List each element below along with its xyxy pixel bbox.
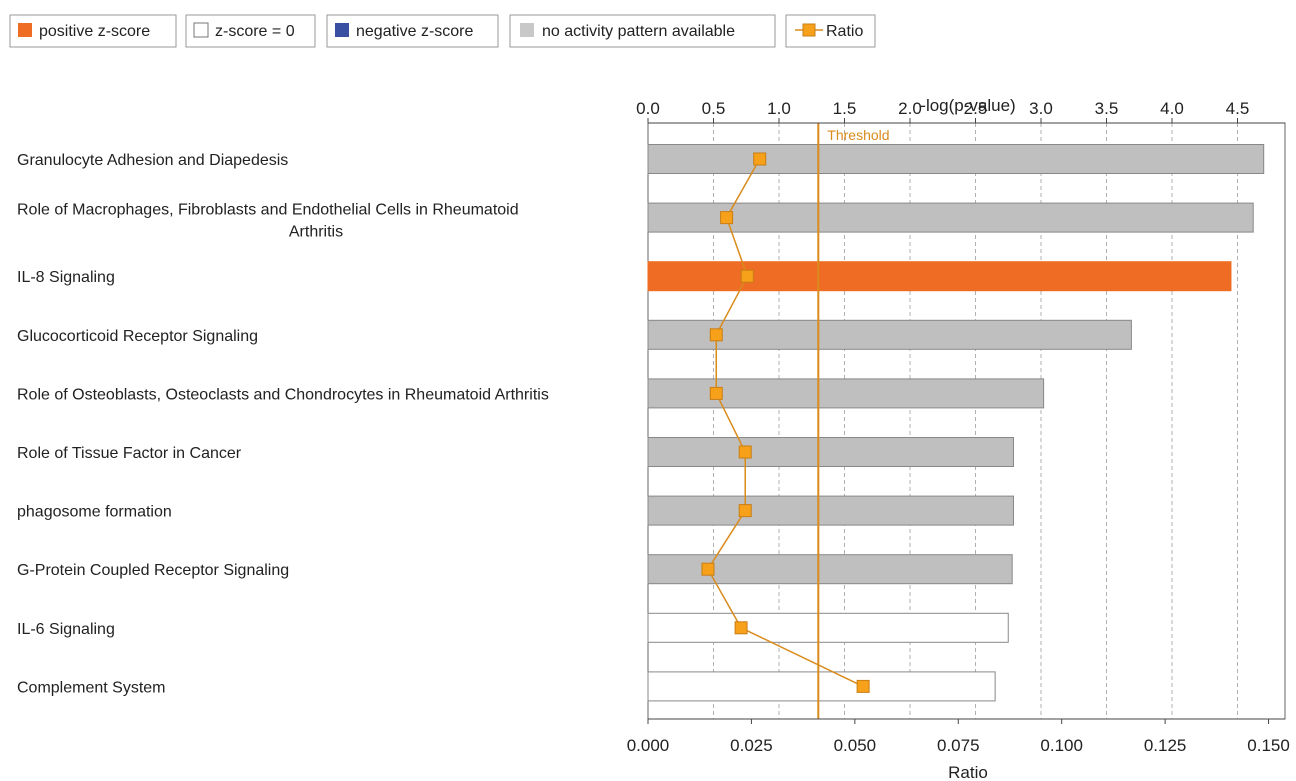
ratio-line xyxy=(707,158,864,688)
category-label: Role of Osteoblasts, Osteoclasts and Cho… xyxy=(17,386,549,403)
legend-swatch-zero xyxy=(193,22,209,38)
legend-ratio-marker xyxy=(802,23,816,37)
bottom-axis-title: Ratio xyxy=(948,763,988,781)
ratio-point xyxy=(738,445,752,459)
bars xyxy=(647,144,1265,702)
plot-area: Threshold xyxy=(647,122,1286,720)
top-axis-tick-label: 1.5 xyxy=(833,99,857,118)
legend-box xyxy=(9,14,177,48)
legend-box xyxy=(509,14,776,48)
legend-item-zero: z-score = 0 xyxy=(185,14,316,48)
bottom-axis-tick-label: 0.125 xyxy=(1144,736,1187,755)
bar xyxy=(647,202,1254,233)
bottom-axis-tick-label: 0.150 xyxy=(1247,736,1290,755)
bottom-axis-tick-label: 0.050 xyxy=(834,736,877,755)
ratio-series xyxy=(701,152,870,693)
top-axis-tick-label: 3.5 xyxy=(1095,99,1119,118)
top-axis: 0.0 0.5 1.0 1.5 2.0 2.5 3.0 3.5 4.0 4.5 xyxy=(636,99,1285,124)
bottom-axis-tick-label: 0.100 xyxy=(1040,736,1083,755)
bottom-axis-tick-label: 0.025 xyxy=(730,736,773,755)
category-label: Role of Macrophages, Fibroblasts and End… xyxy=(17,202,519,219)
category-label: Role of Tissue Factor in Cancer xyxy=(17,445,242,462)
ratio-point xyxy=(856,679,870,693)
bottom-axis-tick-label: 0.000 xyxy=(627,736,670,755)
legend-swatch-no-activity xyxy=(520,23,534,37)
ratio-point xyxy=(738,504,752,518)
legend-label: positive z-score xyxy=(39,23,150,40)
legend-item-no-activity: no activity pattern available xyxy=(509,14,776,48)
threshold: Threshold xyxy=(817,123,890,719)
legend-label: z-score = 0 xyxy=(215,23,295,40)
threshold-label: Threshold xyxy=(827,127,889,143)
ratio-point xyxy=(740,269,754,283)
category-labels: Granulocyte Adhesion and Diapedesis Role … xyxy=(17,152,549,696)
bar xyxy=(647,319,1132,350)
legend-swatch-negative xyxy=(335,23,349,37)
ratio-point xyxy=(734,621,748,635)
ratio-point xyxy=(709,328,723,342)
top-axis-tick-label: 4.5 xyxy=(1226,99,1250,118)
ratio-point xyxy=(720,211,734,225)
ratio-point xyxy=(701,562,715,576)
category-label: IL-6 Signaling xyxy=(17,621,115,638)
category-label: Complement System xyxy=(17,679,166,696)
bottom-axis: 0.000 0.025 0.050 0.075 0.100 0.125 0.150 xyxy=(627,718,1290,755)
top-axis-tick-label: 0.5 xyxy=(702,99,726,118)
category-label: Granulocyte Adhesion and Diapedesis xyxy=(17,152,288,169)
legend-item-negative: negative z-score xyxy=(326,14,499,48)
legend-label: Ratio xyxy=(826,23,863,40)
legend-label: negative z-score xyxy=(356,23,473,40)
bar xyxy=(647,612,1009,643)
top-axis-title: -log(p-value) xyxy=(920,96,1015,115)
top-axis-tick-label: 1.0 xyxy=(767,99,791,118)
legend-item-ratio: Ratio xyxy=(785,14,876,48)
legend: positive z-score z-score = 0 negative z-… xyxy=(9,14,876,48)
category-label: G-Protein Coupled Receptor Signaling xyxy=(17,562,289,579)
category-label: Glucocorticoid Receptor Signaling xyxy=(17,328,258,345)
ratio-point xyxy=(753,152,767,166)
category-label: phagosome formation xyxy=(17,504,172,521)
top-axis-tick-label: 3.0 xyxy=(1029,99,1053,118)
legend-swatch-positive xyxy=(18,23,32,37)
ratio-point xyxy=(709,386,723,400)
top-axis-tick-label: 2.0 xyxy=(898,99,922,118)
bar xyxy=(647,261,1232,292)
legend-box xyxy=(785,14,876,48)
category-label: Arthritis xyxy=(289,224,343,241)
bottom-axis-tick-label: 0.075 xyxy=(937,736,980,755)
bar xyxy=(647,437,1014,467)
top-axis-tick-label: 2.5 xyxy=(964,99,988,118)
bar xyxy=(647,144,1265,174)
legend-item-positive: positive z-score xyxy=(9,14,177,48)
bar xyxy=(647,495,1014,526)
top-axis-tick-label: 0.0 xyxy=(636,99,660,118)
top-axis-tick-label: 4.0 xyxy=(1160,99,1184,118)
legend-box xyxy=(326,14,499,48)
bar xyxy=(647,671,996,702)
category-label: IL-8 Signaling xyxy=(17,269,115,286)
legend-label: no activity pattern available xyxy=(542,23,735,40)
bar xyxy=(647,378,1045,409)
